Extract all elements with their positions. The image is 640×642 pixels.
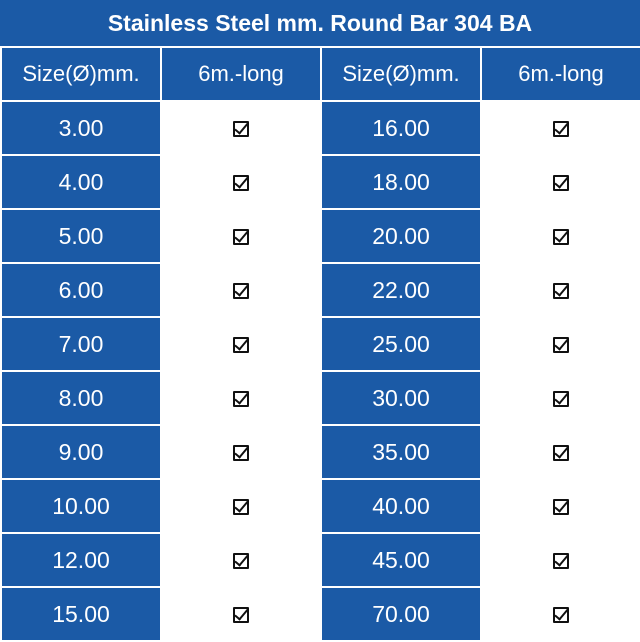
checked-box-icon xyxy=(553,553,569,570)
checked-box-icon xyxy=(233,445,249,462)
size-left-cell: 4.00 xyxy=(0,154,162,210)
availability-right-cell xyxy=(480,316,640,372)
availability-left-cell xyxy=(160,370,322,426)
size-left-cell: 10.00 xyxy=(0,478,162,534)
checked-box-icon xyxy=(233,121,249,138)
table-row: 10.00 40.00 xyxy=(0,478,640,534)
availability-left-cell xyxy=(160,586,322,642)
column-header-length-left: 6m.-long xyxy=(160,46,322,102)
column-header-size-right: Size(Ø)mm. xyxy=(320,46,482,102)
checked-box-icon xyxy=(233,175,249,192)
checked-box-icon xyxy=(553,445,569,462)
availability-right-cell xyxy=(480,478,640,534)
size-left-cell: 9.00 xyxy=(0,424,162,480)
checked-box-icon xyxy=(233,607,249,624)
table-row: 4.00 18.00 xyxy=(0,154,640,210)
size-right-cell: 20.00 xyxy=(320,208,482,264)
size-right-cell: 18.00 xyxy=(320,154,482,210)
checked-box-icon xyxy=(553,121,569,138)
size-left-cell: 7.00 xyxy=(0,316,162,372)
column-header-length-right: 6m.-long xyxy=(480,46,640,102)
availability-right-cell xyxy=(480,424,640,480)
availability-left-cell xyxy=(160,532,322,588)
checked-box-icon xyxy=(233,337,249,354)
availability-right-cell xyxy=(480,532,640,588)
availability-left-cell xyxy=(160,154,322,210)
checked-box-icon xyxy=(233,553,249,570)
checked-box-icon xyxy=(233,229,249,246)
checked-box-icon xyxy=(553,499,569,516)
size-left-cell: 6.00 xyxy=(0,262,162,318)
availability-right-cell xyxy=(480,100,640,156)
column-header-size-left: Size(Ø)mm. xyxy=(0,46,162,102)
availability-left-cell xyxy=(160,100,322,156)
table-row: 8.00 30.00 xyxy=(0,370,640,426)
availability-right-cell xyxy=(480,262,640,318)
table-row: 6.00 22.00 xyxy=(0,262,640,318)
size-right-cell: 16.00 xyxy=(320,100,482,156)
table-row: 9.00 35.00 xyxy=(0,424,640,480)
checked-box-icon xyxy=(553,229,569,246)
table-title: Stainless Steel mm. Round Bar 304 BA xyxy=(107,9,533,36)
round-bar-size-table: Size(Ø)mm. 6m.-long Size(Ø)mm. 6m.-long … xyxy=(0,46,640,642)
availability-left-cell xyxy=(160,208,322,264)
table-row: 12.00 45.00 xyxy=(0,532,640,588)
table-row: 5.00 20.00 xyxy=(0,208,640,264)
checked-box-icon xyxy=(553,283,569,300)
checked-box-icon xyxy=(233,283,249,300)
table-header-row: Size(Ø)mm. 6m.-long Size(Ø)mm. 6m.-long xyxy=(0,46,640,102)
availability-left-cell xyxy=(160,424,322,480)
availability-right-cell xyxy=(480,586,640,642)
size-left-cell: 3.00 xyxy=(0,100,162,156)
availability-left-cell xyxy=(160,478,322,534)
size-right-cell: 35.00 xyxy=(320,424,482,480)
size-left-cell: 8.00 xyxy=(0,370,162,426)
availability-left-cell xyxy=(160,316,322,372)
size-right-cell: 25.00 xyxy=(320,316,482,372)
size-right-cell: 30.00 xyxy=(320,370,482,426)
checked-box-icon xyxy=(553,607,569,624)
size-left-cell: 12.00 xyxy=(0,532,162,588)
availability-right-cell xyxy=(480,370,640,426)
table-row: 3.00 16.00 xyxy=(0,100,640,156)
size-right-cell: 70.00 xyxy=(320,586,482,642)
checked-box-icon xyxy=(233,391,249,408)
size-right-cell: 45.00 xyxy=(320,532,482,588)
size-left-cell: 5.00 xyxy=(0,208,162,264)
availability-right-cell xyxy=(480,154,640,210)
size-right-cell: 40.00 xyxy=(320,478,482,534)
table-row: 7.00 25.00 xyxy=(0,316,640,372)
price-table-sheet: Stainless Steel mm. Round Bar 304 BA Siz… xyxy=(0,0,640,623)
checked-box-icon xyxy=(553,337,569,354)
availability-right-cell xyxy=(480,208,640,264)
size-left-cell: 15.00 xyxy=(0,586,162,642)
size-right-cell: 22.00 xyxy=(320,262,482,318)
table-row: 15.00 70.00 xyxy=(0,586,640,642)
checked-box-icon xyxy=(553,175,569,192)
checked-box-icon xyxy=(233,499,249,516)
checked-box-icon xyxy=(553,391,569,408)
availability-left-cell xyxy=(160,262,322,318)
